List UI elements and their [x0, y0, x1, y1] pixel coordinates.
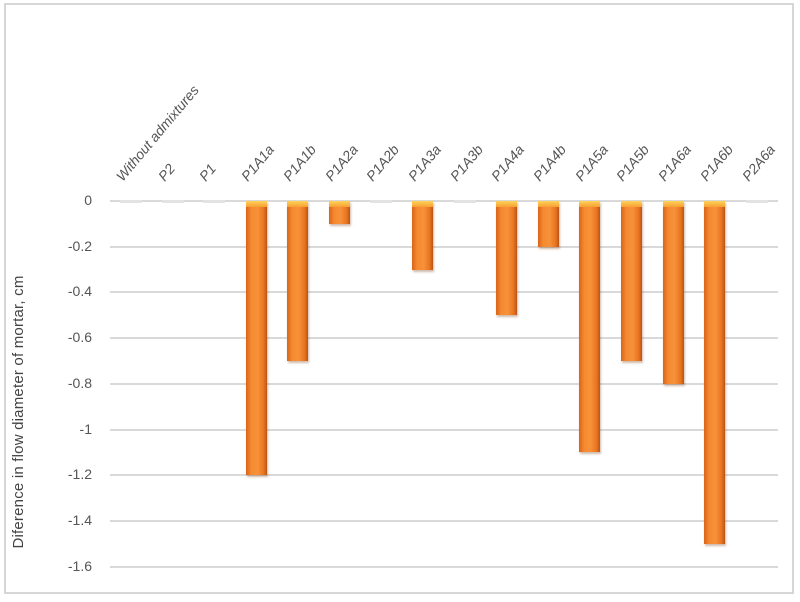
y-tick-label: -1.4 — [67, 511, 92, 528]
bar — [704, 201, 726, 544]
gridline — [110, 428, 778, 431]
x-category-label: P1A3a — [404, 141, 444, 184]
gridline — [110, 245, 778, 248]
y-tick-label: -0.2 — [67, 237, 92, 254]
bar — [579, 201, 601, 453]
x-category-label: P1A1b — [279, 141, 319, 184]
gridline — [110, 291, 778, 294]
x-category-label: P1A6b — [696, 141, 736, 184]
x-category-label: P1A2a — [321, 141, 361, 184]
y-tick-label: -1.6 — [67, 557, 92, 574]
x-category-label: P1A5a — [571, 141, 611, 184]
bar — [537, 201, 559, 247]
gridline — [110, 382, 778, 385]
gridline — [110, 474, 778, 477]
zero-bar — [161, 200, 184, 203]
x-category-label: P1A4b — [529, 141, 570, 184]
gridline — [110, 519, 778, 522]
bar — [287, 201, 309, 361]
zero-bar — [453, 200, 476, 203]
y-tick-label: -0.4 — [67, 283, 92, 300]
y-tick-label: -1.2 — [67, 466, 92, 483]
bar — [662, 201, 684, 384]
y-tick-label: -0.8 — [67, 374, 92, 391]
x-category-label: P1A5b — [613, 141, 653, 184]
x-category-label: P1A3b — [446, 141, 486, 184]
x-category-label: P1A6a — [654, 141, 695, 184]
x-category-label: P1A1a — [237, 141, 278, 184]
zero-bar — [370, 200, 393, 203]
x-category-label: P1 — [196, 160, 220, 184]
x-category-label: P1A4a — [488, 141, 528, 184]
x-category-label: P1A2b — [362, 141, 403, 184]
bar — [412, 201, 434, 270]
x-category-label: P2 — [154, 160, 178, 184]
gridline — [110, 565, 778, 568]
y-tick-label: 0 — [84, 192, 92, 208]
chart-frame — [4, 3, 794, 594]
y-axis-label: Diference in flow diameter of mortar, cm — [10, 275, 27, 549]
y-tick-label: -0.6 — [67, 329, 92, 346]
zero-bar — [203, 200, 226, 203]
gridline — [110, 200, 778, 202]
bar — [620, 201, 642, 361]
bar — [245, 201, 267, 476]
y-tick-label: -1 — [79, 420, 92, 437]
gridline — [110, 337, 778, 340]
x-category-label: P2A6a — [738, 141, 778, 184]
zero-bar — [120, 200, 142, 203]
bar — [495, 201, 517, 316]
bar — [329, 201, 350, 224]
zero-bar — [745, 200, 768, 203]
